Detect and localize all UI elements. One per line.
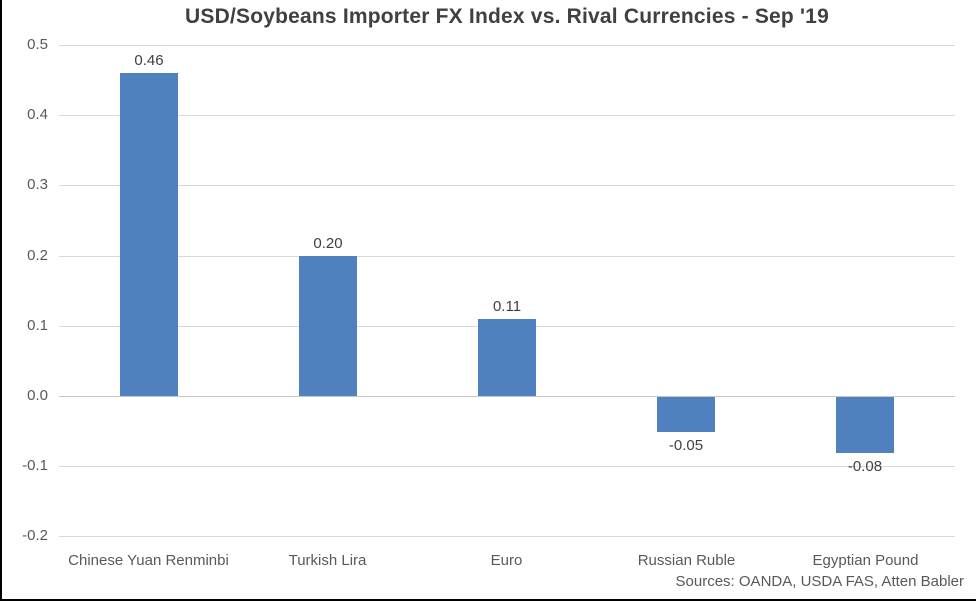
bar-value-label-russian-ruble: -0.05 [668,437,704,454]
gridline-0.5 [59,45,955,46]
bar-euro [478,319,536,396]
y-axis-tick-label: 0.4 [27,106,48,123]
bar-turkish-lira [299,256,357,396]
y-axis-tick-label: 0.5 [27,36,48,53]
y-axis-tick-label: -0.1 [22,457,48,474]
bar-chinese-yuan-renminbi [120,73,178,396]
chart-title: USD/Soybeans Importer FX Index vs. Rival… [185,5,829,28]
bar-value-label-egyptian-pound: -0.08 [847,458,883,475]
gridline--0.1 [59,466,955,467]
gridline-0.4 [59,115,955,116]
gridline-0.0 [59,396,955,397]
bar-value-label-turkish-lira: 0.20 [313,235,343,252]
gridline--0.2 [59,536,955,537]
x-axis-category-label-chinese-yuan-renminbi: Chinese Yuan Renminbi [68,552,229,569]
bar-value-label-euro: 0.11 [492,298,522,315]
bar-value-label-chinese-yuan-renminbi: 0.46 [134,52,164,69]
gridline-0.3 [59,185,955,186]
y-axis-tick-label: 0.3 [27,176,48,193]
x-axis-category-label-egyptian-pound: Egyptian Pound [812,552,919,569]
source-note: Sources: OANDA, USDA FAS, Atten Babler [675,573,964,590]
x-axis-category-label-euro: Euro [490,552,523,569]
y-axis-tick-label: -0.2 [22,527,48,544]
x-axis-category-label-russian-ruble: Russian Ruble [637,552,736,569]
x-axis-category-label-turkish-lira: Turkish Lira [288,552,367,569]
y-axis-tick-label: 0.0 [27,387,48,404]
bar-egyptian-pound [836,397,894,453]
gridline-0.2 [59,256,955,257]
bar-russian-ruble [657,397,715,432]
y-axis-tick-label: 0.1 [27,317,48,334]
y-axis-tick-label: 0.2 [27,247,48,264]
